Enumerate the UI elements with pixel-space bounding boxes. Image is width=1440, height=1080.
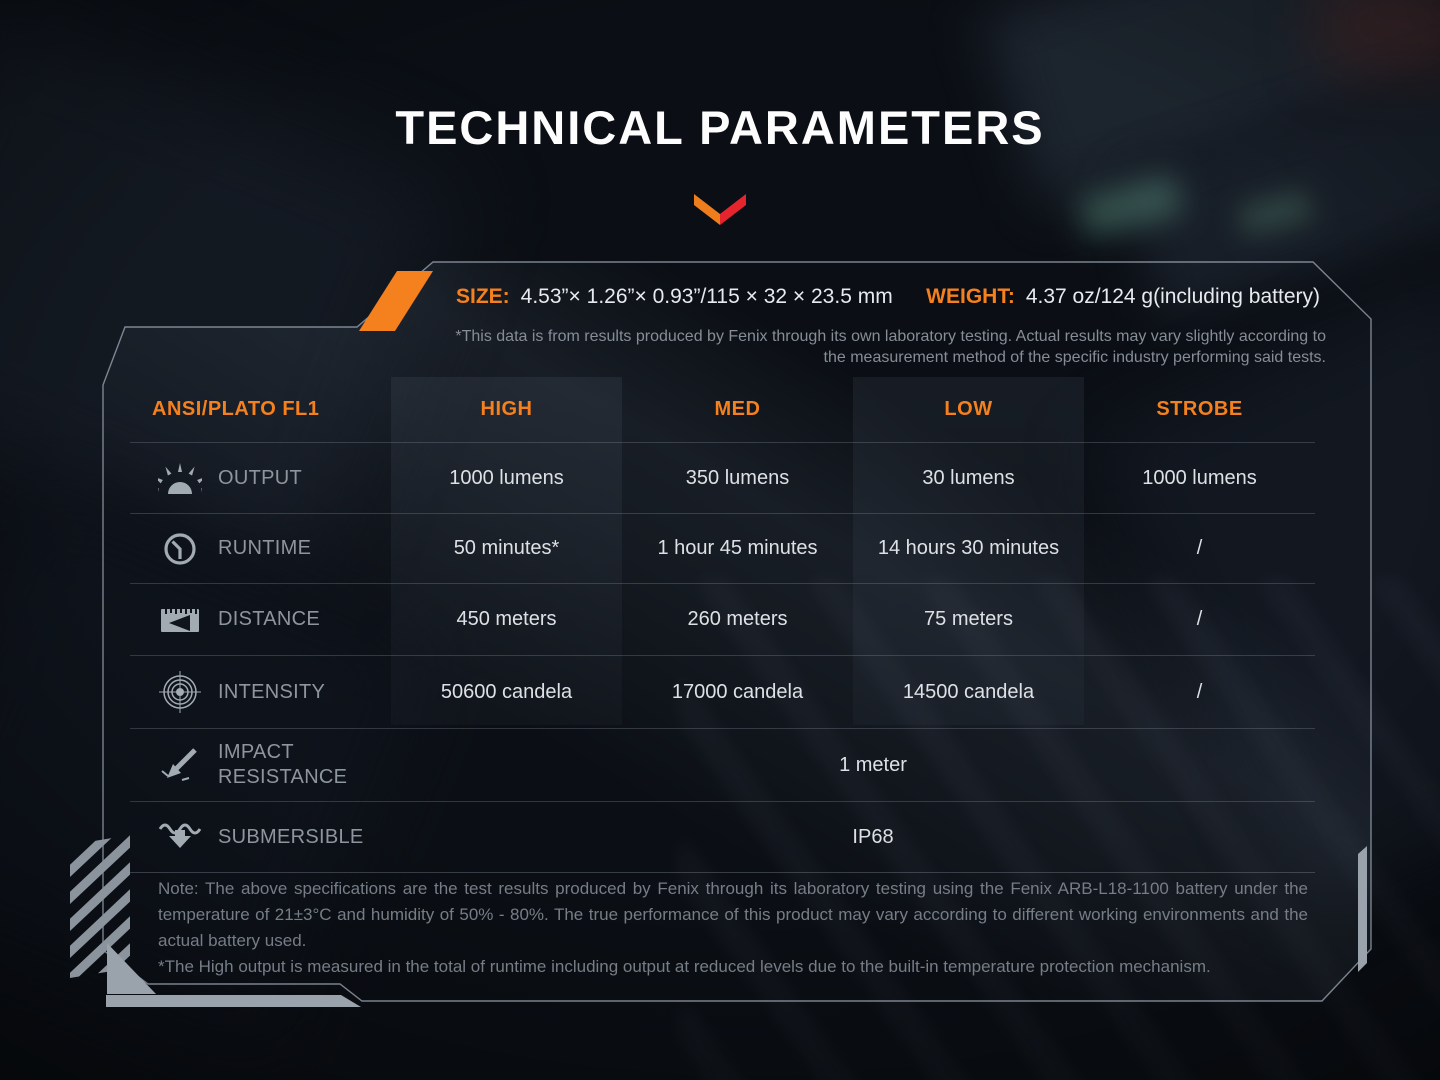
weight-value: 4.37 oz/124 g(including battery): [1025, 285, 1320, 308]
page-title: TECHNICAL PARAMETERS: [395, 101, 1045, 154]
impact-label-cell: IMPACT RESISTANCE: [130, 740, 391, 790]
beam-distance-icon: [156, 604, 204, 636]
runtime-low: 14 hours 30 minutes: [877, 537, 1060, 559]
disclaimer-line-1: *This data is from results produced by F…: [455, 328, 1326, 345]
row-label: IMPACT RESISTANCE: [218, 741, 348, 788]
chevron-down-icon: [694, 194, 746, 225]
lab-test-disclaimer: *This data is from results produced by F…: [455, 326, 1326, 368]
table-row-distance: DISTANCE 450 meters 260 meters 75 meters…: [130, 583, 1315, 655]
footnotes: Note: The above specifications are the t…: [158, 876, 1308, 980]
table-row-runtime: RUNTIME 50 minutes* 1 hour 45 minutes 14…: [130, 513, 1315, 583]
runtime-med: 1 hour 45 minutes: [657, 537, 818, 559]
row-label: DISTANCE: [218, 608, 321, 630]
row-label: OUTPUT: [218, 466, 303, 489]
runtime-label-cell: RUNTIME: [130, 531, 391, 567]
low-column-shade: [853, 377, 1084, 725]
bottom-bar-decoration: [106, 995, 361, 1007]
spec-table: ANSI/PLATO FL1 HIGH MED LOW STROBE: [130, 377, 1315, 873]
disclaimer-line-2: the measurement method of the specific i…: [823, 349, 1326, 366]
table-header-row: ANSI/PLATO FL1 HIGH MED LOW STROBE: [130, 377, 1315, 442]
high-column-shade: [391, 377, 622, 725]
intensity-strobe: /: [1196, 680, 1203, 703]
submersible-label-cell: SUBMERSIBLE: [130, 821, 391, 853]
table-row-output: OUTPUT 1000 lumens 350 lumens 30 lumens …: [130, 442, 1315, 513]
output-label-cell: OUTPUT: [130, 460, 391, 496]
submersible-value: IP68: [852, 825, 894, 848]
intensity-label-cell: INTENSITY: [130, 670, 391, 714]
impact-drop-icon: [156, 746, 204, 784]
intensity-low: 14500 candela: [902, 680, 1035, 703]
size-label: SIZE:: [456, 285, 510, 308]
row-label: INTENSITY: [218, 680, 326, 703]
table-row-intensity: INTENSITY 50600 candela 17000 candela 14…: [130, 655, 1315, 728]
impact-value: 1 meter: [839, 753, 907, 776]
high-output-footnote: *The High output is measured in the tota…: [158, 957, 1211, 976]
size-weight-bar: SIZE: 4.53”× 1.26”× 0.93”/115 × 32 × 23.…: [456, 285, 1320, 309]
row-label: SUBMERSIBLE: [218, 825, 364, 848]
weight-label: WEIGHT:: [926, 285, 1015, 308]
table-row-impact-resistance: IMPACT RESISTANCE 1 meter: [130, 728, 1315, 801]
clock-runtime-icon: [156, 531, 204, 567]
size-value: 4.53”× 1.26”× 0.93”/115 × 32 × 23.5 mm: [520, 285, 893, 308]
output-strobe: 1000 lumens: [1142, 466, 1257, 489]
distance-strobe: /: [1196, 608, 1203, 630]
column-header-strobe: STROBE: [1156, 398, 1243, 420]
distance-low: 75 meters: [924, 608, 1013, 630]
runtime-strobe: /: [1196, 537, 1203, 559]
output-low: 30 lumens: [922, 466, 1015, 489]
right-bar-decoration: [1358, 846, 1367, 972]
orange-accent-tab: [359, 271, 433, 331]
hazard-stripes-decoration: [70, 835, 130, 978]
table-row-submersible: SUBMERSIBLE IP68: [130, 801, 1315, 872]
target-intensity-icon: [156, 670, 204, 714]
intensity-high: 50600 candela: [440, 680, 573, 703]
standard-header: ANSI/PLATO FL1: [152, 398, 320, 420]
intensity-med: 17000 candela: [671, 680, 804, 703]
column-header-low: LOW: [944, 398, 993, 420]
distance-high: 450 meters: [456, 608, 557, 630]
output-med: 350 lumens: [685, 466, 790, 489]
column-header-high: HIGH: [480, 398, 533, 420]
row-label: RUNTIME: [218, 537, 312, 559]
runtime-high: 50 minutes*: [453, 537, 560, 559]
submersible-water-icon: [156, 821, 204, 853]
corner-triangle-decoration: [107, 943, 156, 994]
weight-spec: WEIGHT: 4.37 oz/124 g(including battery): [926, 285, 1320, 309]
distance-med: 260 meters: [687, 608, 788, 630]
column-header-med: MED: [714, 398, 761, 420]
size-spec: SIZE: 4.53”× 1.26”× 0.93”/115 × 32 × 23.…: [456, 285, 893, 309]
sun-output-icon: [156, 460, 204, 496]
note-paragraph: Note: The above specifications are the t…: [158, 879, 1308, 950]
output-high: 1000 lumens: [449, 466, 564, 489]
distance-label-cell: DISTANCE: [130, 604, 391, 636]
